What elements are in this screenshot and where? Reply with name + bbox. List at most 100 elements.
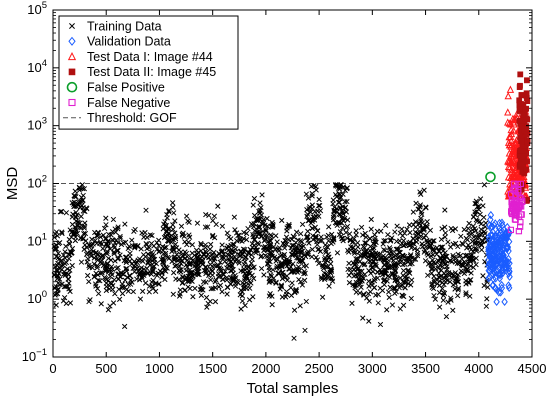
x-point: [110, 216, 117, 223]
x-point: [125, 288, 131, 294]
x-point: [453, 255, 460, 261]
x-point: [449, 274, 455, 281]
x-point: [350, 238, 356, 245]
x-point: [480, 273, 486, 279]
x-point: [58, 208, 65, 215]
x-point: [321, 270, 328, 276]
x-point: [72, 237, 79, 244]
x-point: [443, 313, 450, 320]
x-point: [336, 191, 342, 197]
x-point: [290, 252, 296, 259]
x-point: [153, 288, 159, 294]
x-point: [473, 248, 480, 254]
x-point: [53, 302, 59, 308]
x-point: [131, 258, 137, 265]
x-point: [76, 184, 82, 191]
x-point: [472, 212, 478, 218]
x-point: [281, 242, 287, 248]
x-point: [319, 262, 326, 268]
x-point: [329, 231, 335, 237]
x-point: [170, 247, 176, 253]
x-point: [392, 277, 398, 284]
x-point: [82, 230, 89, 237]
square-open-point: [515, 189, 522, 196]
x-point: [230, 241, 236, 248]
x-point: [483, 303, 490, 309]
x-point: [373, 239, 379, 246]
x-point: [358, 224, 365, 231]
x-point: [115, 247, 121, 254]
x-point: [92, 281, 99, 287]
x-point: [336, 232, 343, 238]
legend-label: Test Data I: Image #44: [87, 50, 213, 64]
x-point: [438, 273, 444, 279]
x-point: [347, 236, 353, 243]
square-filled-point: [520, 148, 527, 154]
x-point: [380, 241, 386, 247]
x-point: [173, 262, 180, 269]
x-point: [67, 241, 73, 247]
x-point: [271, 275, 277, 281]
x-point: [401, 238, 407, 244]
x-point: [256, 216, 262, 222]
x-point: [86, 262, 92, 269]
x-point: [329, 237, 335, 243]
x-point: [78, 213, 84, 220]
x-point: [473, 246, 480, 252]
x-tick-label: 500: [95, 361, 117, 376]
diamond-point: [485, 232, 493, 241]
x-point: [410, 209, 417, 215]
x-point: [455, 285, 462, 291]
x-point: [250, 294, 256, 300]
legend-label: Threshold: GOF: [87, 111, 177, 125]
diamond-point: [494, 253, 501, 262]
x-point: [384, 278, 390, 284]
x-point: [260, 244, 267, 251]
x-point: [81, 231, 87, 237]
x-point: [204, 224, 211, 230]
x-point: [467, 263, 474, 269]
legend-circle-icon: [66, 81, 78, 93]
x-point: [302, 277, 308, 283]
x-point: [401, 253, 408, 260]
x-point: [468, 277, 474, 283]
x-point: [359, 261, 365, 267]
x-point: [206, 212, 212, 219]
x-point: [332, 220, 339, 226]
x-point: [203, 268, 209, 274]
diamond-point: [496, 262, 504, 272]
x-point: [436, 248, 443, 254]
x-point: [337, 211, 344, 218]
x-point: [103, 222, 109, 228]
x-point: [125, 281, 131, 287]
x-point: [392, 268, 399, 274]
triangle-point: [510, 115, 518, 123]
x-point: [127, 254, 133, 260]
x-point: [439, 263, 446, 270]
diamond-point: [485, 255, 492, 265]
x-point: [97, 239, 104, 245]
x-point: [94, 265, 100, 271]
x-point: [478, 241, 485, 248]
x-point: [182, 239, 188, 245]
x-point: [194, 254, 201, 260]
x-point: [105, 239, 111, 245]
x-point: [466, 280, 472, 286]
y-tick-exponent: 1: [42, 231, 47, 242]
x-point: [455, 292, 461, 299]
x-point: [458, 233, 464, 240]
x-point: [340, 218, 347, 224]
x-point: [98, 301, 104, 307]
x-point: [323, 260, 329, 266]
x-point: [147, 232, 153, 238]
x-point: [299, 282, 306, 288]
x-point: [397, 230, 403, 236]
x-point: [236, 258, 242, 264]
x-point: [266, 258, 272, 264]
x-point: [314, 228, 321, 234]
x-point: [298, 231, 304, 237]
x-point: [413, 224, 419, 230]
x-point: [459, 256, 465, 262]
x-point: [334, 222, 340, 229]
x-point: [417, 189, 423, 195]
